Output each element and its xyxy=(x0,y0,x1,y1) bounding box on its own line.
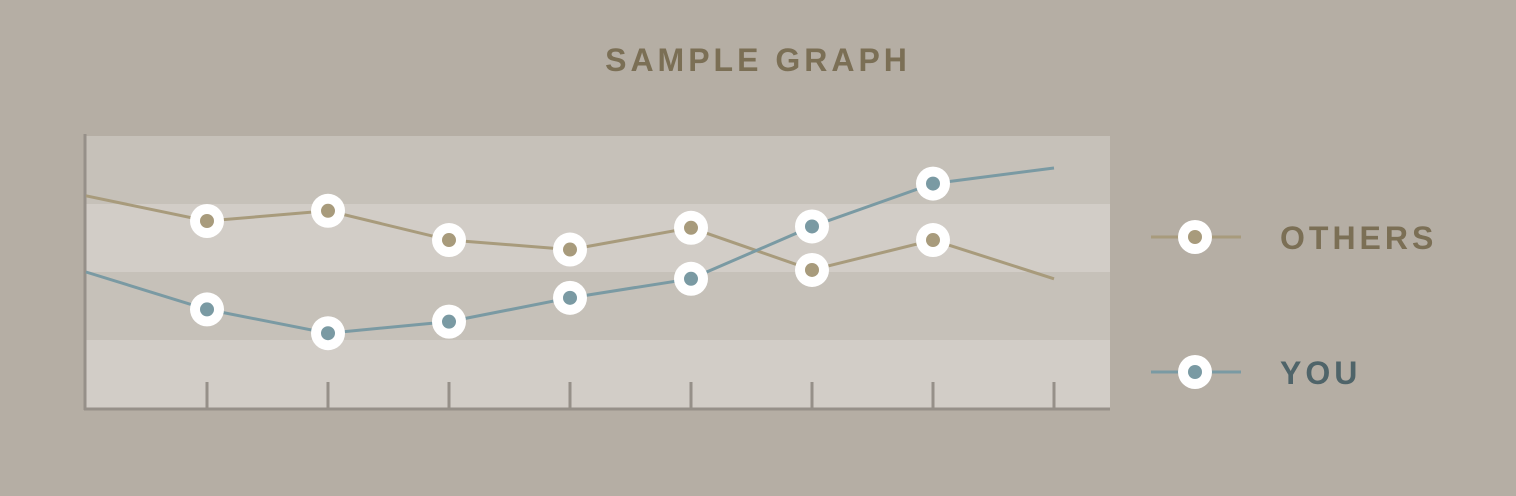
data-point-you xyxy=(674,261,708,296)
legend-entry-you: YOU xyxy=(1151,355,1361,391)
data-point-others xyxy=(795,252,829,287)
data-point-you xyxy=(432,304,466,339)
data-point-others xyxy=(190,204,224,238)
data-point-you xyxy=(553,280,587,315)
data-point-others xyxy=(916,223,950,258)
grid-band xyxy=(86,340,1110,408)
chart-title: SAMPLE GRAPH xyxy=(605,42,911,78)
data-point-others xyxy=(553,232,587,267)
legend: OTHERS YOU xyxy=(1151,220,1437,391)
grid-band xyxy=(86,136,1110,204)
data-point-you xyxy=(916,166,950,201)
axes xyxy=(83,134,1110,411)
legend-label-you: YOU xyxy=(1280,355,1361,391)
data-point-you xyxy=(190,292,224,327)
series-points xyxy=(190,166,950,351)
background-bands xyxy=(86,136,1110,408)
data-point-others xyxy=(674,210,708,245)
data-point-others xyxy=(432,223,466,258)
grid-band xyxy=(86,204,1110,272)
grid-band xyxy=(86,272,1110,340)
legend-entry-others: OTHERS xyxy=(1151,220,1437,256)
data-point-others xyxy=(311,193,345,228)
legend-label-others: OTHERS xyxy=(1280,220,1437,256)
data-point-you xyxy=(795,209,829,244)
data-point-you xyxy=(311,316,345,351)
